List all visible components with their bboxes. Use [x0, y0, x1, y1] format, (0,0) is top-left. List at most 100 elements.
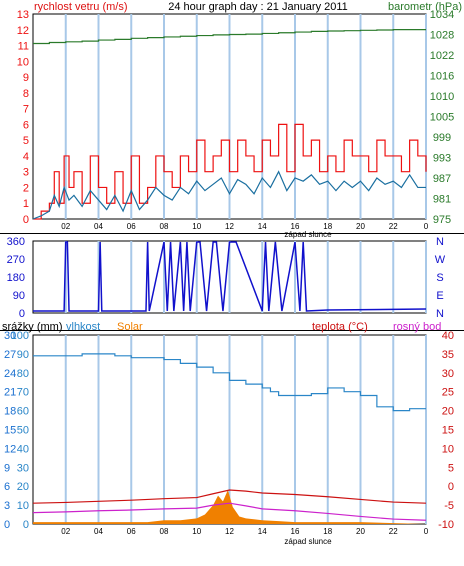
rain-y-tick-label: 21 [4, 387, 16, 399]
chart-title: 24 hour graph day : 21 January 2011 [168, 1, 348, 13]
rain-y-tick-label: 3 [4, 500, 10, 512]
humidity-y-tick-label: 0 [23, 519, 29, 531]
grid-layer [64, 14, 427, 524]
wind-y-tick-label: 6 [23, 119, 29, 131]
humidity-y-tick-label: 40 [17, 443, 29, 455]
direction-compass-label: S [436, 272, 443, 284]
solar-series-title: Solar [117, 321, 143, 333]
x-tick-label: 12 [225, 527, 234, 536]
humidity-y-tick-label: 50 [17, 425, 29, 437]
rain-y-tick-label: 18 [4, 406, 16, 418]
barometer-y-tick-label: 1022 [430, 50, 454, 62]
temperature-y-tick-label: -5 [444, 500, 454, 512]
humidity-y-tick-label: 20 [17, 481, 29, 493]
x-tick-label: 16 [291, 527, 300, 536]
direction-compass-label: N [436, 308, 444, 320]
series-area-solar [33, 489, 426, 524]
wind-y-tick-label: 12 [17, 25, 29, 37]
temperature-y-tick-label: 30 [442, 368, 454, 380]
direction-compass-label: W [435, 254, 446, 266]
series-line-barometer [33, 29, 426, 45]
temperature-y-tick-label: 20 [442, 406, 454, 418]
tick-layer: 02 04 06 08 10 12 14 16 18 20 22 001234567891011121… [4, 9, 454, 536]
direction-y-tick-label: 0 [19, 308, 25, 320]
series-line-average-wind [32, 170, 426, 220]
barometer-y-tick-label: 999 [433, 132, 451, 144]
direction-y-tick-label: 180 [7, 272, 25, 284]
direction-y-tick-label: 90 [13, 290, 25, 302]
wind-y-tick-label: 0 [23, 214, 29, 226]
x-tick-label: 12 [225, 222, 234, 231]
barometer-y-tick-label: 993 [433, 153, 451, 165]
humidity-y-tick-label: 70 [17, 387, 29, 399]
temperature-y-tick-label: 0 [448, 481, 454, 493]
temperature-axis-title: teplota (°C) [312, 321, 368, 333]
humidity-y-tick-label: 30 [17, 462, 29, 474]
wind-y-tick-label: 10 [17, 56, 29, 68]
rain-axis-title: srážky (mm) [2, 321, 63, 333]
barometer-y-tick-label: 981 [433, 194, 451, 206]
humidity-y-tick-label: 90 [17, 349, 29, 361]
humidity-y-tick-label: 80 [17, 368, 29, 380]
direction-y-tick-label: 270 [7, 254, 25, 266]
barometer-y-tick-label: 1010 [430, 91, 454, 103]
rain-y-tick-label: 27 [4, 349, 16, 361]
x-tick-label: 04 [94, 222, 103, 231]
x-tick-label: 02 [61, 222, 70, 231]
series-line-wind-direction [33, 241, 427, 312]
temperature-y-tick-label: 15 [442, 425, 454, 437]
direction-compass-label: N [436, 236, 444, 248]
x-tick-label: 02 [61, 527, 70, 536]
sunset-label-bottom: západ slunce [284, 537, 332, 546]
x-tick-label: 14 [258, 527, 267, 536]
temperature-y-tick-label: 40 [442, 330, 454, 342]
dewpoint-series-title: rosný bod [393, 321, 441, 333]
barometer-y-tick-label: 975 [433, 214, 451, 226]
series-line-humidity [33, 353, 426, 412]
x-tick-label: 08 [160, 222, 169, 231]
barometer-y-tick-label: 1005 [430, 112, 454, 124]
humidity-y-tick-label: 10 [17, 500, 29, 512]
panel-separator-2 [0, 330, 464, 331]
x-tick-label: 04 [94, 527, 103, 536]
wind-y-tick-label: 8 [23, 88, 29, 100]
barometer-y-tick-label: 1034 [430, 9, 454, 21]
humidity-series-title: vlhkost [66, 321, 100, 333]
wind-y-tick-label: 7 [23, 104, 29, 116]
wind-y-tick-label: 5 [23, 135, 29, 147]
x-tick-label: 18 [323, 527, 332, 536]
wind-y-tick-label: 13 [17, 9, 29, 21]
x-tick-label: 22 [389, 222, 398, 231]
temperature-y-tick-label: 5 [448, 462, 454, 474]
barometer-axis-title: barometr (hPa) [388, 1, 462, 13]
wind-y-tick-label: 2 [23, 182, 29, 194]
sunset-label-top: západ slunce [284, 230, 332, 239]
x-tick-label: 18 [323, 222, 332, 231]
rain-y-tick-label: 6 [4, 481, 10, 493]
x-tick-label: 10 [192, 527, 201, 536]
x-tick-label: 06 [127, 222, 136, 231]
wind-y-tick-label: 9 [23, 72, 29, 84]
temperature-y-tick-label: -10 [438, 519, 454, 531]
humidity-y-tick-label: 100 [11, 330, 29, 342]
barometer-y-tick-label: 1028 [430, 30, 454, 42]
wind-y-tick-label: 4 [23, 151, 29, 163]
x-tick-label: 0 [424, 527, 429, 536]
x-tick-label: 08 [160, 527, 169, 536]
rain-y-tick-label: 12 [4, 443, 16, 455]
wind-y-tick-label: 1 [23, 198, 29, 210]
panel-separator-1 [0, 233, 464, 234]
x-tick-label: 20 [356, 222, 365, 231]
x-tick-label: 20 [356, 527, 365, 536]
temperature-y-tick-label: 10 [442, 443, 454, 455]
barometer-y-tick-label: 1016 [430, 71, 454, 83]
temperature-y-tick-label: 25 [442, 387, 454, 399]
series-line-wind-gust [33, 123, 427, 220]
rain-y-tick-label: 15 [4, 425, 16, 437]
rain-y-tick-label: 30 [4, 330, 16, 342]
wind-y-tick-label: 11 [18, 41, 29, 53]
x-tick-label: 22 [389, 527, 398, 536]
direction-compass-label: E [436, 290, 443, 302]
x-tick-label: 0 [424, 222, 429, 231]
